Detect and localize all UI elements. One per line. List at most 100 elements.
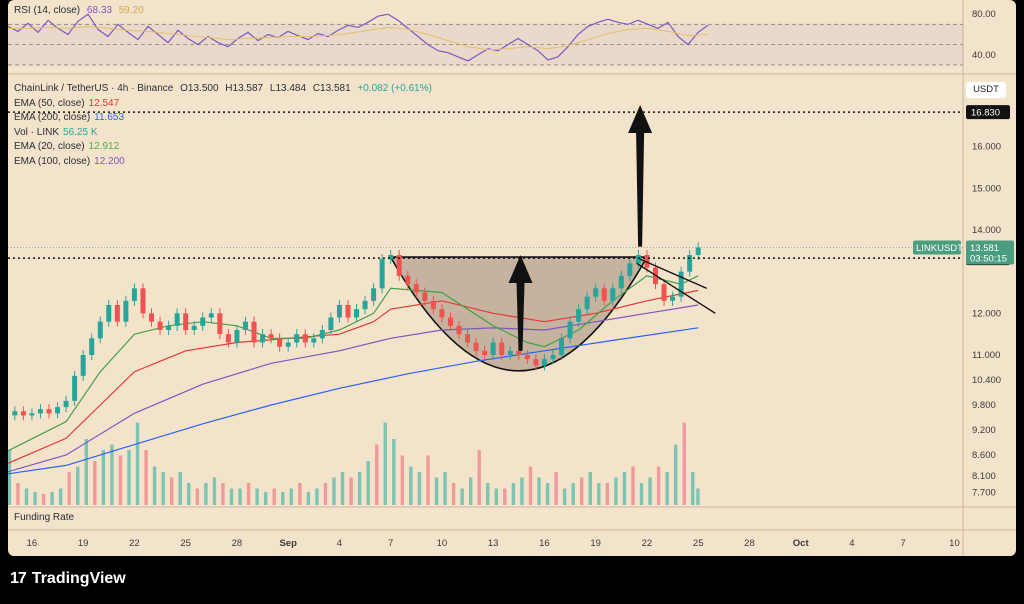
volume-bar-2 xyxy=(24,488,29,505)
candle-body-6 xyxy=(55,407,61,414)
candle-body-23 xyxy=(200,317,206,326)
candle-body-43 xyxy=(371,288,377,301)
candle-body-39 xyxy=(336,305,342,318)
volume-bar-14 xyxy=(127,450,131,505)
candle-body-51 xyxy=(439,309,445,318)
candle-body-40 xyxy=(345,305,351,318)
volume-bar-61 xyxy=(528,466,533,505)
volume-bar-33 xyxy=(289,488,293,505)
candle-body-1 xyxy=(12,411,18,416)
legend-ema20: EMA (20, close) 12.912 xyxy=(14,140,432,155)
time-tick-label-10: 16 xyxy=(539,538,550,549)
candle-body-47 xyxy=(405,275,411,285)
candle-body-37 xyxy=(319,330,325,339)
candle-body-25 xyxy=(217,313,223,335)
volume-bar-35 xyxy=(306,491,311,505)
volume-bar-21 xyxy=(187,483,191,505)
volume-bar-63 xyxy=(545,483,550,505)
volume-bar-25 xyxy=(221,483,225,505)
candle-body-79 xyxy=(678,271,684,297)
volume-bar-9 xyxy=(84,439,88,505)
volume-bar-10 xyxy=(93,461,97,505)
candle-body-50 xyxy=(430,300,436,310)
volume-bar-26 xyxy=(229,488,234,505)
volume-bar-79 xyxy=(682,422,686,505)
price-tick-label-3: 12.000 xyxy=(972,308,1001,319)
tradingview-logo-text: TradingView xyxy=(31,570,126,587)
volume-bar-66 xyxy=(571,483,575,505)
candle-body-36 xyxy=(311,338,317,343)
candle-body-69 xyxy=(593,288,599,297)
symbol-line: ChainLink / TetherUS · 4h · Binance O13.… xyxy=(14,82,432,97)
volume-bar-49 xyxy=(426,455,430,505)
flag-lower-line xyxy=(636,262,716,314)
price-tag-bg-0 xyxy=(966,105,1010,120)
candle-body-13 xyxy=(114,305,120,322)
candle-body-8 xyxy=(72,375,78,401)
time-tick-label-18: 10 xyxy=(949,538,960,549)
volume-bar-23 xyxy=(204,483,208,505)
rsi-tick-label-0: 40.00 xyxy=(972,50,996,61)
candle-body-11 xyxy=(97,321,103,339)
ema100-line xyxy=(8,304,699,473)
legend-ema100-value: 12.200 xyxy=(94,155,125,167)
ema200-line xyxy=(8,327,699,475)
candle-body-15 xyxy=(131,288,137,301)
candle-body-21 xyxy=(183,313,189,330)
candle-body-56 xyxy=(482,350,488,355)
time-tick-label-15: Oct xyxy=(793,538,810,549)
time-tick-label-0: 16 xyxy=(27,538,38,549)
legend-ema50-label: EMA (50, close) xyxy=(14,97,85,109)
price-tick-label-0: 16.000 xyxy=(972,142,1001,153)
legend-ema200-label: EMA (200, close) xyxy=(14,112,91,123)
cup-depth-arrow xyxy=(508,255,533,351)
candle-body-52 xyxy=(447,317,453,326)
candle-body-77 xyxy=(661,284,667,301)
volume-bar-12 xyxy=(110,444,114,505)
volume-bar-47 xyxy=(409,466,413,505)
candle-body-30 xyxy=(260,334,266,343)
ohlc-change: +0.082 (+0.61%) xyxy=(357,83,432,94)
volume-bar-59 xyxy=(511,483,516,505)
volume-bar-52 xyxy=(451,483,456,505)
chart-frame: 40.00 80.00 16.000 15.000 14.000 12.000 11.000… xyxy=(8,0,1016,556)
volume-bar-20 xyxy=(178,472,182,505)
legend-ema200: EMA (200, close) 11.653 xyxy=(14,111,432,126)
volume-bar-69 xyxy=(597,483,601,505)
volume-bar-13 xyxy=(118,455,123,505)
candle-body-24 xyxy=(208,313,214,318)
currency-button[interactable]: USDT xyxy=(966,82,1006,98)
candle-body-4 xyxy=(37,409,43,414)
candle-body-66 xyxy=(567,321,573,339)
volume-bar-42 xyxy=(366,461,370,505)
candle-body-70 xyxy=(601,288,607,301)
time-tick-label-1: 19 xyxy=(78,538,89,549)
candle-body-7 xyxy=(63,400,69,408)
legend-volume-value: 56.25 K xyxy=(63,126,98,138)
candle-body-10 xyxy=(89,338,95,355)
volume-bar-67 xyxy=(580,477,584,505)
time-tick-label-14: 28 xyxy=(744,538,755,549)
volume-bar-36 xyxy=(315,488,319,505)
ohlc-close: C13.581 xyxy=(312,83,351,94)
legend-volume: Vol · LINK 56.25 K xyxy=(14,126,432,141)
volume-bar-24 xyxy=(212,477,217,505)
candle-body-44 xyxy=(379,259,385,289)
candle-body-26 xyxy=(225,334,231,343)
flag-upper-line xyxy=(639,258,708,289)
volume-bar-5 xyxy=(50,491,54,505)
price-tick-label-10: 7.700 xyxy=(972,488,996,499)
candle-body-60 xyxy=(516,350,522,355)
candle-body-81 xyxy=(695,247,701,255)
candle-body-12 xyxy=(106,305,112,322)
time-tick-label-12: 22 xyxy=(642,538,653,549)
candle-body-14 xyxy=(123,300,129,322)
volume-bar-46 xyxy=(400,455,405,505)
volume-bar-38 xyxy=(332,477,336,505)
volume-bar-45 xyxy=(392,439,396,505)
candle-body-72 xyxy=(618,275,624,289)
volume-bar-18 xyxy=(161,472,165,505)
time-tick-label-4: 28 xyxy=(232,538,243,549)
volume-bar-77 xyxy=(665,472,669,505)
volume-bar-44 xyxy=(383,422,387,505)
